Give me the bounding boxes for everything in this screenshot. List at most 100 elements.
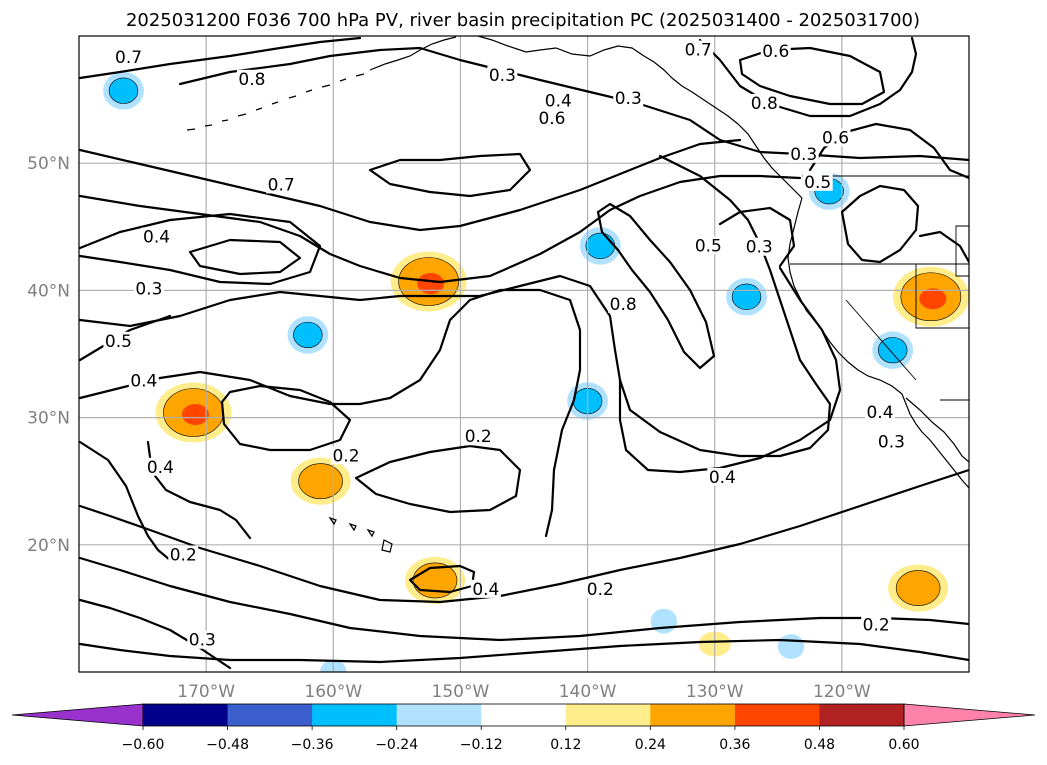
chart-title: 2025031200 F036 700 hPa PV, river basin … bbox=[126, 10, 920, 31]
aleutian-islands bbox=[186, 73, 365, 131]
contour-line bbox=[188, 238, 302, 276]
colorbar-tick-label: 0.60 bbox=[888, 737, 919, 753]
contour-label-bg bbox=[128, 371, 159, 390]
contour-label-bg bbox=[543, 91, 574, 110]
negative-pc-region bbox=[726, 277, 767, 316]
contour-label-bg bbox=[266, 175, 297, 194]
x-tick-label: 120°W bbox=[813, 682, 871, 702]
contour-label: 0.8 bbox=[238, 70, 265, 90]
contour-line bbox=[354, 444, 522, 514]
negative-pc-region bbox=[103, 71, 144, 110]
colorbar-tick-label: −0.24 bbox=[375, 737, 418, 753]
contour-label-bg bbox=[145, 457, 176, 476]
contour-label: 0.4 bbox=[472, 580, 499, 600]
colorbar-extend-high bbox=[903, 703, 1036, 727]
positive-pc-region bbox=[290, 457, 351, 505]
contour-label: 0.2 bbox=[587, 580, 614, 600]
x-tick-label: 150°W bbox=[432, 682, 490, 702]
negative-pc-region bbox=[872, 331, 914, 369]
contour-line bbox=[79, 36, 362, 80]
contour-label-bg bbox=[103, 331, 134, 350]
contour-line bbox=[79, 556, 969, 642]
map-area: 0.70.8 0.30.60.4 0.30.7 0.60.80.60.50.30.70… bbox=[79, 36, 969, 672]
contour-label-bg bbox=[683, 40, 714, 59]
contour-label-bg bbox=[788, 144, 819, 163]
colorbar-bin bbox=[650, 704, 736, 726]
contour-label: 0.8 bbox=[751, 94, 778, 114]
contour-label-bg bbox=[141, 227, 172, 246]
contour-label: 0.7 bbox=[268, 175, 295, 195]
contour-label-bg bbox=[802, 172, 833, 191]
colorbar-tick-label: 0.24 bbox=[635, 737, 666, 753]
colorbar-tick-label: 0.36 bbox=[719, 737, 750, 753]
contour-label: 0.3 bbox=[615, 89, 642, 109]
contour-line bbox=[738, 46, 886, 106]
contour-label: 0.4 bbox=[866, 403, 893, 423]
contour-label: 0.8 bbox=[610, 295, 637, 315]
contour-line bbox=[368, 152, 532, 198]
contour-label: 0.4 bbox=[143, 228, 170, 248]
colorbar-bin bbox=[312, 704, 398, 726]
contour-line bbox=[79, 440, 172, 562]
contour-label-bg bbox=[876, 432, 907, 451]
contour-label-bg bbox=[861, 615, 892, 634]
contour-label-bg bbox=[133, 279, 164, 298]
contour-label: 0.2 bbox=[863, 615, 890, 635]
contour-labels: 0.70.8 0.30.60.4 0.30.7 0.60.80.60.50.30.70… bbox=[103, 40, 907, 651]
hawaii-islands bbox=[328, 516, 393, 553]
contour-label-bg bbox=[487, 65, 518, 84]
colorbar-bin bbox=[819, 704, 905, 726]
contour-label-bg bbox=[470, 579, 501, 598]
baja-coast bbox=[905, 397, 969, 463]
contour-label: 0.5 bbox=[105, 332, 132, 352]
negative-pc-region bbox=[650, 608, 678, 634]
contour-line bbox=[596, 202, 716, 370]
contour-line bbox=[698, 36, 918, 118]
contour-label-bg bbox=[865, 403, 895, 422]
y-tick-label: 50°N bbox=[27, 154, 70, 174]
contour-label: 0.2 bbox=[170, 546, 197, 566]
x-tick-label: 160°W bbox=[304, 682, 362, 702]
contour-label: 0.7 bbox=[685, 41, 712, 61]
contour-label-bg bbox=[693, 236, 724, 255]
north-america-coast bbox=[787, 197, 969, 489]
contour-line bbox=[79, 138, 742, 232]
contour-line bbox=[220, 384, 352, 452]
contour-label: 0.4 bbox=[545, 91, 572, 111]
colorbar-tick-label: −0.36 bbox=[291, 737, 334, 753]
colorbar-bin bbox=[565, 704, 651, 726]
contour-label-bg bbox=[463, 427, 494, 446]
contour-label: 0.3 bbox=[790, 145, 817, 165]
coastlines bbox=[186, 36, 969, 553]
contour-label-bg bbox=[744, 237, 775, 256]
positive-pc-region bbox=[888, 564, 949, 612]
contour-line bbox=[618, 154, 832, 458]
contour-line bbox=[718, 206, 796, 268]
contour-line bbox=[408, 564, 476, 594]
contour-label-bg bbox=[187, 630, 218, 649]
contour-label: 0.5 bbox=[695, 236, 722, 256]
contour-line bbox=[79, 288, 582, 538]
colorbar-tick-label: −0.48 bbox=[206, 737, 249, 753]
contour-label: 0.7 bbox=[115, 48, 142, 68]
colorbar-bin bbox=[396, 704, 482, 726]
contour-label: 0.4 bbox=[709, 468, 736, 488]
contour-label: 0.2 bbox=[465, 427, 492, 447]
x-axis-ticks: 170°W 160°W 150°W 140°W 130°W 120°W bbox=[177, 682, 871, 702]
colorbar-bin bbox=[734, 704, 820, 726]
contour-label-bg bbox=[760, 41, 791, 60]
contour-label: 0.5 bbox=[804, 173, 831, 193]
contour-label: 0.6 bbox=[762, 42, 789, 62]
colorbar-tick-label: −0.12 bbox=[460, 737, 503, 753]
contour-label-bg bbox=[707, 467, 738, 486]
x-tick-label: 170°W bbox=[177, 682, 235, 702]
contour-line bbox=[840, 184, 920, 264]
contour-label: 0.3 bbox=[746, 238, 773, 258]
contour-line bbox=[79, 598, 232, 670]
contour-label-bg bbox=[236, 69, 267, 88]
colorbar-bin bbox=[481, 704, 567, 726]
contour-label-bg bbox=[613, 88, 644, 107]
y-tick-label: 40°N bbox=[27, 281, 70, 301]
contour-label-bg bbox=[749, 93, 780, 112]
